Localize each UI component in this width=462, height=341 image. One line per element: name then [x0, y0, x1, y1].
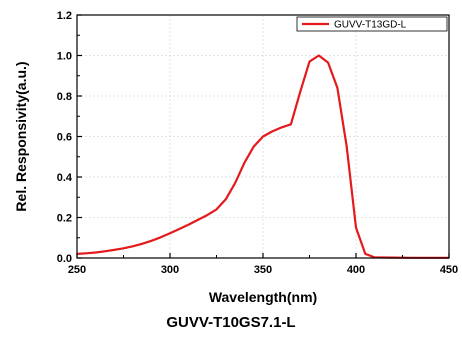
series-line-guvv-t13gd-l: [76, 54, 449, 259]
y-tick-label: 0.8: [57, 91, 72, 103]
x-tick-label: 300: [161, 264, 179, 276]
legend: GUVV-T13GD-L: [296, 16, 448, 32]
axis-ticks: 250 300 350 400 450 0.0 0.2 0.4 0.6 0.8 1.0 1.2: [57, 10, 458, 276]
y-axis-title: Rel. Responsivity(a.u.): [13, 61, 29, 211]
y-tick-label: 0.6: [57, 132, 72, 144]
y-tick-label: 1.2: [57, 10, 72, 22]
legend-box: [296, 16, 448, 32]
y-tick-label: 0.2: [57, 213, 72, 225]
y-tick-label: 0.4: [57, 172, 73, 184]
x-tick-label: 250: [68, 264, 86, 276]
y-tick-label: 1.0: [57, 51, 72, 63]
x-axis-title: Wavelength(nm): [209, 289, 317, 305]
y-tick-label: 0.0: [57, 253, 72, 265]
x-tick-label: 450: [440, 264, 458, 276]
x-tick-label: 350: [254, 264, 272, 276]
x-tick-label: 400: [347, 264, 365, 276]
figure-caption: GUVV-T10GS7.1-L: [166, 314, 296, 331]
legend-label: GUVV-T13GD-L: [334, 20, 407, 31]
